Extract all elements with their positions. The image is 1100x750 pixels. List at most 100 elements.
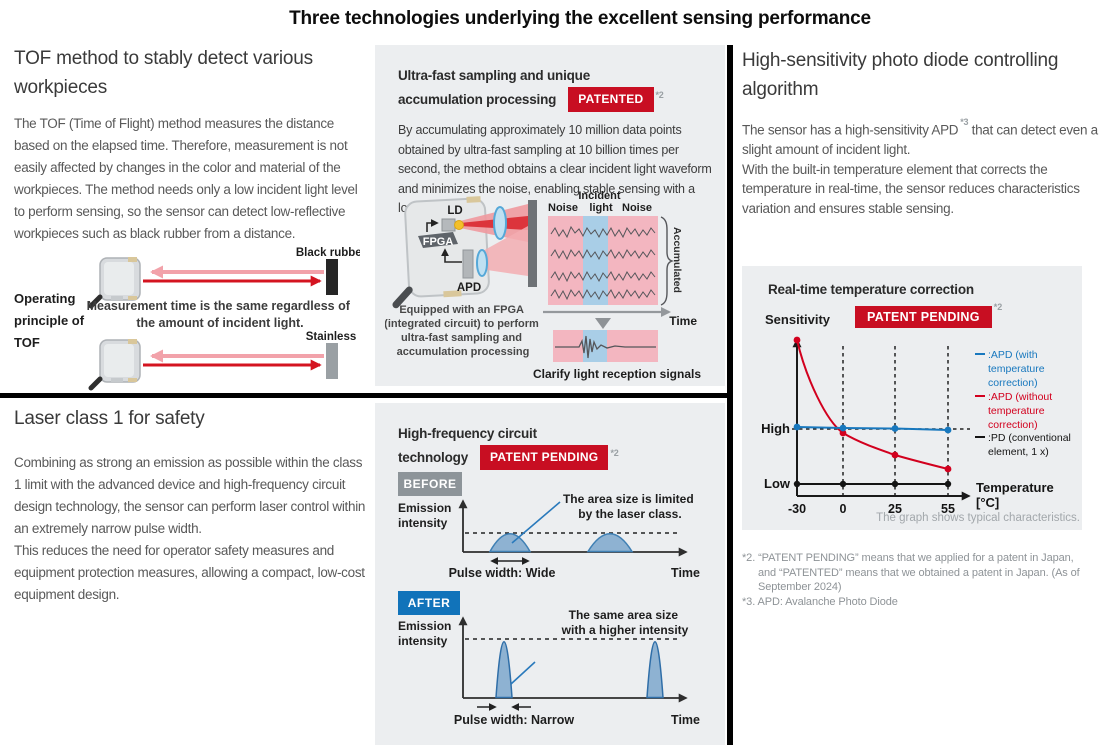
horizontal-divider	[0, 393, 727, 398]
badge-footnote-ref: *2	[993, 302, 1003, 312]
accumulated-label: Accumulated	[671, 227, 683, 293]
graph-ylabel: Sensitivity	[765, 312, 831, 327]
accumulate-arrow	[595, 318, 611, 329]
accumulated-brace	[660, 216, 675, 306]
after-pulse-2	[646, 641, 664, 699]
sensor-icon-top	[88, 257, 141, 309]
badge-footnote-ref: *2	[655, 90, 664, 100]
x-axis-label: Temperature [°C]	[976, 480, 1057, 510]
before-badge	[398, 472, 462, 496]
before-badge-label: BEFORE	[403, 477, 456, 491]
apd-label: APD	[457, 282, 481, 294]
after-time-label: Time	[671, 713, 700, 727]
apd-component	[462, 249, 474, 279]
vertical-divider	[727, 45, 733, 745]
svg-text:-30: -30	[788, 502, 806, 516]
graph-caption: The graph shows typical characteristics.	[876, 512, 1080, 524]
before-ylabel: Emission intensity	[398, 501, 455, 530]
noise-left-label: Noise	[548, 202, 578, 214]
time-label: Time	[669, 314, 697, 328]
before-pulse-2	[586, 533, 634, 553]
patented-badge: PATENTED	[568, 87, 654, 112]
after-annotation: The same area size with a higher intensi…	[561, 608, 689, 637]
series-pd-conventional	[793, 480, 952, 488]
y-high-label: High	[761, 421, 790, 436]
footnote-3: *3. APD: Avalanche Photo Diode	[742, 596, 898, 609]
apd-to-fpga-arrow	[441, 248, 462, 263]
ld-label: LD	[447, 205, 462, 217]
series-apd-without-correction	[793, 336, 952, 473]
laser-heading: Laser class 1 for safety	[14, 408, 205, 429]
photo-diode-heading: High-sensitivity photo diode controlling…	[742, 50, 1059, 100]
before-time-label: Time	[671, 566, 700, 580]
label-stainless: Stainless	[306, 331, 357, 343]
section-tof: TOF method to stably detect various work…	[14, 44, 366, 245]
clarified-signal	[555, 335, 656, 359]
temperature-graph: High Low -30 0 25 55 Temperature [°C] :A…	[761, 336, 1080, 524]
fpga-label: FPGA	[423, 236, 454, 248]
laser-body: Combining as strong an emission as possi…	[14, 455, 366, 602]
before-pulse-1	[488, 533, 532, 553]
footnotes: *2. “PATENT PENDING” means that we appli…	[742, 551, 1094, 610]
y-low-label: Low	[764, 476, 791, 491]
before-pulse-label: Pulse width: Wide	[449, 566, 556, 580]
after-pointer-line	[510, 661, 536, 685]
panel-high-frequency-circuit: High-frequency circuit technology PATENT…	[375, 403, 725, 745]
graph-badge-row: PATENT PENDING *2	[855, 302, 1002, 328]
fpga-caption: Equipped with an FPGA (integrated circui…	[385, 304, 542, 358]
noise-right-label: Noise	[622, 202, 652, 214]
apd-footnote-ref: *3	[960, 117, 969, 127]
graph-title: Real-time temperature correction	[768, 282, 974, 297]
section-laser: Laser class 1 for safety Combining as st…	[14, 404, 366, 606]
fpga-to-ld-arrow	[426, 219, 439, 232]
after-pulse-1	[495, 641, 513, 699]
fpga-chip	[418, 232, 458, 248]
stainless-target	[326, 343, 338, 379]
noise-waveforms	[550, 225, 656, 301]
before-annotation: The area size is limited by the laser cl…	[563, 492, 697, 521]
patent-pending-badge: PATENT PENDING	[855, 306, 992, 328]
clarify-caption: Clarify light reception signals	[533, 367, 701, 381]
series-apd-with-correction	[793, 423, 952, 434]
label-black-rubber: Black rubber	[296, 247, 360, 259]
panel-temperature-correction: Real-time temperature correction PATENT …	[742, 266, 1082, 530]
page-title: Three technologies underlying the excell…	[289, 8, 871, 29]
sampling-diagram: LD FPGA APD Equipped with an FPGA (integ…	[385, 190, 701, 381]
black-rubber-target	[326, 259, 338, 295]
svg-text:25: 25	[888, 502, 902, 516]
after-ylabel: Emission intensity	[398, 619, 455, 648]
tof-principle-label: Operating principle of TOF	[14, 291, 88, 350]
tof-body: The TOF (Time of Flight) method measures…	[14, 116, 358, 241]
footnote-2: *2. “PATENT PENDING” means that we appli…	[742, 552, 1074, 564]
target-workpiece	[528, 200, 537, 287]
tof-diagram: Black rubber Operating principle of TOF …	[14, 247, 360, 391]
circuit-charts: BEFORE Emission intensity The area size …	[398, 472, 700, 727]
legend: :APD (with temperature correction) :APD (w…	[975, 349, 1071, 458]
incident-light-label: Incident light	[578, 190, 623, 214]
ld-emitter	[454, 220, 464, 230]
tof-heading: TOF method to stably detect various work…	[14, 48, 313, 98]
sensor-icon-bottom	[88, 339, 141, 391]
svg-text:0: 0	[840, 502, 847, 516]
after-pulse-label: Pulse width: Narrow	[454, 713, 574, 727]
x-tick-labels: -30 0 25 55	[788, 502, 955, 516]
return-beam	[481, 226, 528, 276]
lens-top	[493, 206, 507, 240]
after-badge	[398, 591, 460, 615]
section-photo-diode: High-sensitivity photo diode controlling…	[742, 46, 1098, 218]
svg-text:55: 55	[941, 502, 955, 516]
tof-caption: Measurement time is the same regardless …	[87, 299, 354, 330]
sampling-heading: Ultra-fast sampling and unique accumulat…	[375, 45, 725, 112]
photo-diode-body: The sensor has a high-sensitivity APD*3 …	[742, 117, 1098, 216]
circuit-heading: High-frequency circuit technology PATENT…	[375, 403, 725, 470]
badge-footnote-ref: *2	[610, 448, 619, 458]
panel-ultra-fast-sampling: Ultra-fast sampling and unique accumulat…	[375, 45, 725, 386]
after-badge-label: AFTER	[408, 596, 451, 610]
lens-bottom	[476, 249, 488, 277]
ld-component	[441, 218, 456, 232]
before-pointer-line	[511, 501, 561, 544]
